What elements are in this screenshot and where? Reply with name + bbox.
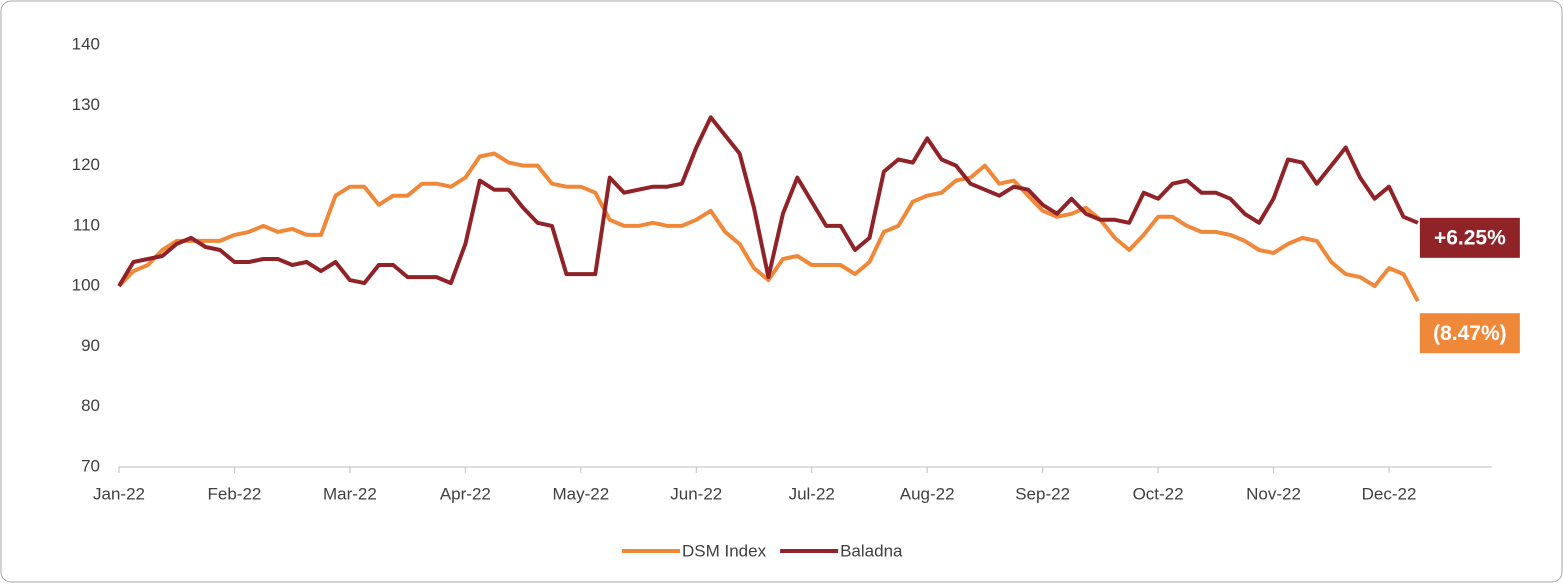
y-tick-label: 120 xyxy=(72,155,100,174)
x-tick-label: Aug-22 xyxy=(900,484,955,503)
x-tick-label: Apr-22 xyxy=(440,484,491,503)
legend-label: DSM Index xyxy=(682,541,767,560)
x-tick-label: Mar-22 xyxy=(323,484,377,503)
y-tick-label: 130 xyxy=(72,95,100,114)
y-tick-label: 100 xyxy=(72,276,100,295)
series-line xyxy=(117,115,1419,288)
x-tick-label: Oct-22 xyxy=(1133,484,1184,503)
series-line xyxy=(117,151,1420,303)
y-tick-label: 70 xyxy=(81,456,100,475)
end-label: +6.25% xyxy=(1434,226,1506,249)
legend-label: Baladna xyxy=(840,541,903,560)
x-tick-label: Nov-22 xyxy=(1246,484,1301,503)
x-tick-label: Feb-22 xyxy=(208,484,262,503)
end-label-box xyxy=(1419,313,1520,354)
y-tick-label: 80 xyxy=(81,396,100,415)
y-tick-label: 110 xyxy=(73,215,100,234)
end-label: (8.47%) xyxy=(1433,322,1507,345)
x-tick-label: Jul-22 xyxy=(789,484,835,503)
y-tick-label: 90 xyxy=(81,336,100,355)
x-tick-label: Jan-22 xyxy=(93,484,145,503)
x-tick-label: May-22 xyxy=(552,484,609,503)
x-tick-label: Dec-22 xyxy=(1362,484,1417,503)
y-tick-label: 140 xyxy=(72,34,100,53)
x-tick-label: Sep-22 xyxy=(1015,484,1070,503)
x-tick-label: Jun-22 xyxy=(670,484,722,503)
end-label-box xyxy=(1419,217,1520,258)
